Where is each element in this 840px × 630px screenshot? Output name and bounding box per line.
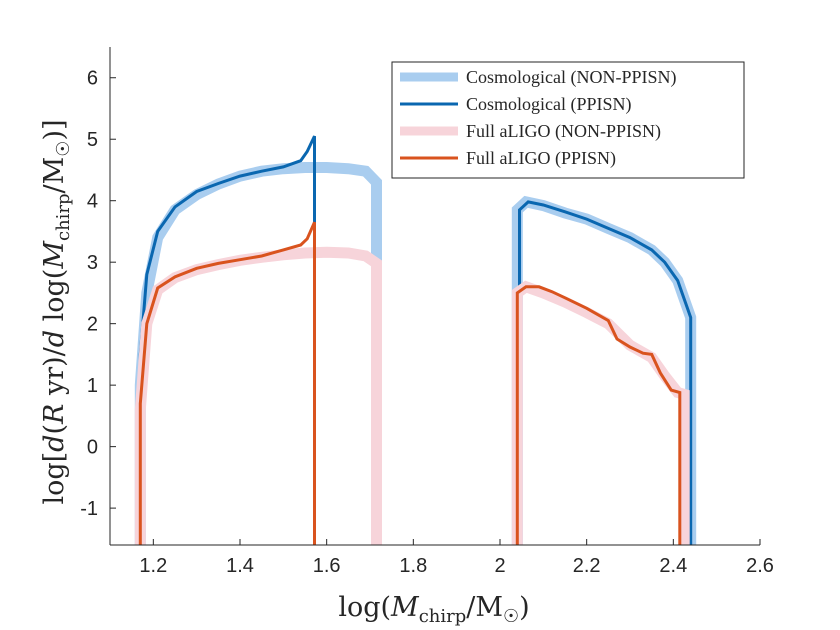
legend-label-full-aligo-ppisn: Full aLIGO (PPISN) (466, 148, 616, 169)
y-tick-label: 5 (87, 129, 98, 151)
legend-entry-cosmological-ppisn: Cosmological (PPISN) (400, 94, 632, 115)
x-tick-label: 1.4 (226, 555, 254, 577)
plot-series-group (134, 135, 697, 545)
series-line-full-aligo-non-ppisn-2 (511, 280, 690, 545)
x-tick-label: 1.6 (313, 555, 341, 577)
x-tick-label: 2.2 (573, 555, 601, 577)
legend-entry-cosmological-non-ppisn: Cosmological (NON-PPISN) (400, 67, 677, 88)
y-tick-label: 3 (87, 252, 98, 274)
axes-group (109, 47, 761, 546)
x-tick-label: 1.2 (139, 555, 167, 577)
legend-label-full-aligo-non-ppisn: Full aLIGO (NON-PPISN) (466, 121, 661, 142)
y-tick-label: 4 (87, 191, 98, 213)
legend-label-cosmological-ppisn: Cosmological (PPISN) (466, 94, 632, 115)
y-axis-label: log[d(R yr)/d log(Mchirp/M☉)] (39, 119, 74, 504)
y-tick-label: -1 (80, 498, 98, 520)
legend: Cosmological (NON-PPISN) Cosmological (P… (391, 61, 745, 179)
y-tick-label: 6 (87, 68, 98, 90)
x-tick-label: 2 (494, 555, 505, 577)
tick-labels-group: 1.2 1.4 1.6 1.8 2 2.2 2.4 2.6 -1 0 1 2 3 4 5 6 (80, 68, 774, 577)
series-line-cosmological-ppisn-1 (138, 135, 316, 545)
y-tick-label: 0 (87, 437, 98, 459)
x-tick-label: 2.6 (746, 555, 774, 577)
x-tick-label: 2.4 (659, 555, 687, 577)
series-line-full-aligo-non-ppisn-1 (134, 246, 382, 545)
x-tick-label: 1.8 (399, 555, 427, 577)
y-tick-label: 1 (87, 375, 98, 397)
series-line-full-aligo-ppisn-1 (138, 221, 316, 545)
series-line-cosmological-ppisn-2 (518, 200, 693, 545)
legend-entry-full-aligo-non-ppisn: Full aLIGO (NON-PPISN) (400, 121, 661, 142)
series-line-full-aligo-ppisn-2 (515, 285, 682, 545)
legend-entry-full-aligo-ppisn: Full aLIGO (PPISN) (400, 148, 616, 169)
legend-label-cosmological-non-ppisn: Cosmological (NON-PPISN) (466, 67, 677, 88)
series-line-cosmological-non-ppisn-1 (134, 162, 382, 545)
x-axis-label: log(Mchirp/M☉) (338, 592, 529, 627)
y-tick-label: 2 (87, 314, 98, 336)
